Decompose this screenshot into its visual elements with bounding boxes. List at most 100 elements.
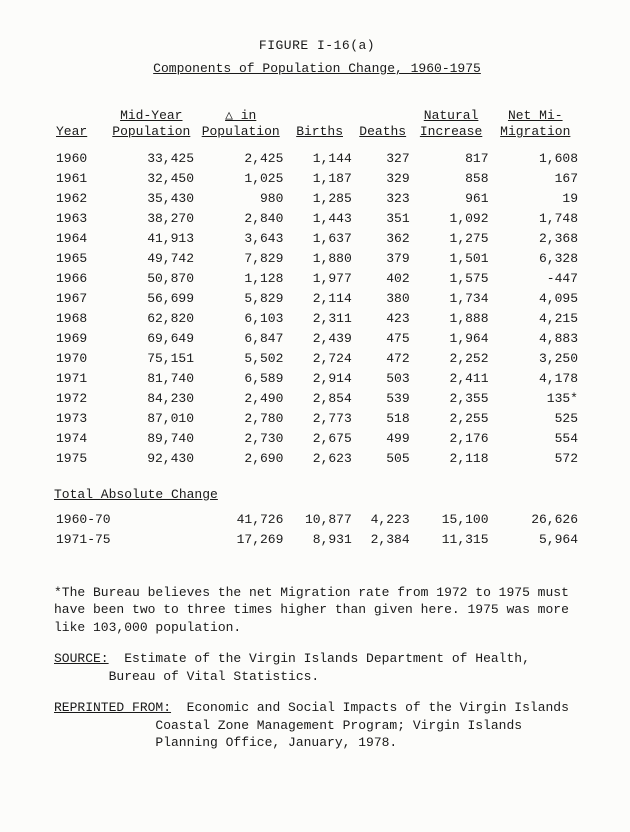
cell-pop: 56,699 (107, 289, 196, 309)
cell-delta: 2,780 (196, 409, 285, 429)
cell-pop: 84,230 (107, 389, 196, 409)
cell-births: 2,773 (285, 409, 353, 429)
cell-delta: 17,269 (196, 530, 285, 550)
cell-year: 1965 (54, 249, 107, 269)
cell-pop: 75,151 (107, 349, 196, 369)
table-row: 197075,1515,5022,7244722,2523,250 (54, 349, 580, 369)
reprinted-label: REPRINTED FROM: (54, 700, 171, 715)
cell-deaths: 472 (354, 349, 412, 369)
cell-delta: 2,425 (196, 149, 285, 169)
cell-net: 1,748 (491, 209, 580, 229)
cell-pop: 50,870 (107, 269, 196, 289)
document-page: FIGURE I-16(a) Components of Population … (0, 0, 630, 796)
cell-births: 1,443 (285, 209, 353, 229)
cell-net: 1,608 (491, 149, 580, 169)
table-row: 197284,2302,4902,8545392,355135* (54, 389, 580, 409)
cell-pop: 38,270 (107, 209, 196, 229)
cell-year: 1961 (54, 169, 107, 189)
cell-deaths: 362 (354, 229, 412, 249)
table-row: 197387,0102,7802,7735182,255525 (54, 409, 580, 429)
cell-natural: 2,176 (412, 429, 491, 449)
totals-heading: Total Absolute Change (54, 487, 580, 502)
cell-pop: 35,430 (107, 189, 196, 209)
table-row: 196549,7427,8291,8803791,5016,328 (54, 249, 580, 269)
cell-year: 1972 (54, 389, 107, 409)
cell-natural: 2,411 (412, 369, 491, 389)
cell-year: 1970 (54, 349, 107, 369)
cell-natural: 2,255 (412, 409, 491, 429)
cell-delta: 2,690 (196, 449, 285, 469)
cell-pop: 81,740 (107, 369, 196, 389)
col-delta-l2: Population (202, 124, 280, 139)
cell-deaths: 505 (354, 449, 412, 469)
cell-deaths: 329 (354, 169, 412, 189)
cell-pop: 89,740 (107, 429, 196, 449)
cell-year: 1966 (54, 269, 107, 289)
cell-births: 2,724 (285, 349, 353, 369)
table-row: 196862,8206,1032,3114231,8884,215 (54, 309, 580, 329)
cell-pop: 92,430 (107, 449, 196, 469)
table-row: 196338,2702,8401,4433511,0921,748 (54, 209, 580, 229)
reprinted-text: Economic and Social Impacts of the Virgi… (155, 700, 569, 750)
cell-natural: 1,275 (412, 229, 491, 249)
cell-pop: 87,010 (107, 409, 196, 429)
cell-delta: 980 (196, 189, 285, 209)
cell-net: 4,883 (491, 329, 580, 349)
cell-deaths: 539 (354, 389, 412, 409)
cell-births: 1,144 (285, 149, 353, 169)
cell-year: 1963 (54, 209, 107, 229)
cell-net: 135* (491, 389, 580, 409)
cell-net: 4,095 (491, 289, 580, 309)
cell-natural: 11,315 (412, 530, 491, 550)
table-row: 196033,4252,4251,1443278171,608 (54, 149, 580, 169)
cell-delta: 5,502 (196, 349, 285, 369)
source-line: SOURCE: Estimate of the Virgin Islands D… (54, 650, 580, 685)
cell-delta: 2,490 (196, 389, 285, 409)
table-row: 196650,8701,1281,9774021,575-447 (54, 269, 580, 289)
cell-natural: 2,118 (412, 449, 491, 469)
cell-births: 2,623 (285, 449, 353, 469)
cell-natural: 1,734 (412, 289, 491, 309)
cell-deaths: 518 (354, 409, 412, 429)
cell-deaths: 380 (354, 289, 412, 309)
cell-natural: 1,964 (412, 329, 491, 349)
page-title: Components of Population Change, 1960-19… (54, 61, 580, 76)
col-delta: △ inPopulation (196, 106, 285, 149)
cell-delta: 1,128 (196, 269, 285, 289)
cell-net: -447 (491, 269, 580, 289)
cell-delta: 1,025 (196, 169, 285, 189)
col-delta-l1: △ in (225, 108, 256, 123)
cell-net: 167 (491, 169, 580, 189)
cell-deaths: 503 (354, 369, 412, 389)
cell-net: 2,368 (491, 229, 580, 249)
cell-births: 10,877 (285, 510, 353, 530)
col-natural-l2: Increase (420, 124, 482, 139)
cell-delta: 2,840 (196, 209, 285, 229)
figure-label: FIGURE I-16(a) (54, 38, 580, 53)
col-netmi-l1: Net Mi- (508, 108, 563, 123)
cell-delta: 7,829 (196, 249, 285, 269)
cell-natural: 15,100 (412, 510, 491, 530)
cell-births: 2,311 (285, 309, 353, 329)
cell-natural: 858 (412, 169, 491, 189)
source-label: SOURCE: (54, 651, 109, 666)
cell-pop: 69,649 (107, 329, 196, 349)
cell-net: 19 (491, 189, 580, 209)
table-header: Year Mid-YearPopulation △ inPopulation B… (54, 106, 580, 149)
cell-pop: 41,913 (107, 229, 196, 249)
table-row: 196132,4501,0251,187329858167 (54, 169, 580, 189)
col-natural-l1: Natural (424, 108, 479, 123)
cell-delta: 6,103 (196, 309, 285, 329)
cell-births: 1,880 (285, 249, 353, 269)
table-row: 196756,6995,8292,1143801,7344,095 (54, 289, 580, 309)
table-row: 197592,4302,6902,6235052,118572 (54, 449, 580, 469)
cell-delta: 5,829 (196, 289, 285, 309)
col-births-label: Births (296, 124, 343, 139)
cell-births: 1,637 (285, 229, 353, 249)
cell-net: 4,178 (491, 369, 580, 389)
cell-deaths: 423 (354, 309, 412, 329)
cell-net: 572 (491, 449, 580, 469)
table-row: 196235,4309801,28532396119 (54, 189, 580, 209)
footnote-star: *The Bureau believes the net Migration r… (54, 584, 580, 637)
cell-deaths: 475 (354, 329, 412, 349)
